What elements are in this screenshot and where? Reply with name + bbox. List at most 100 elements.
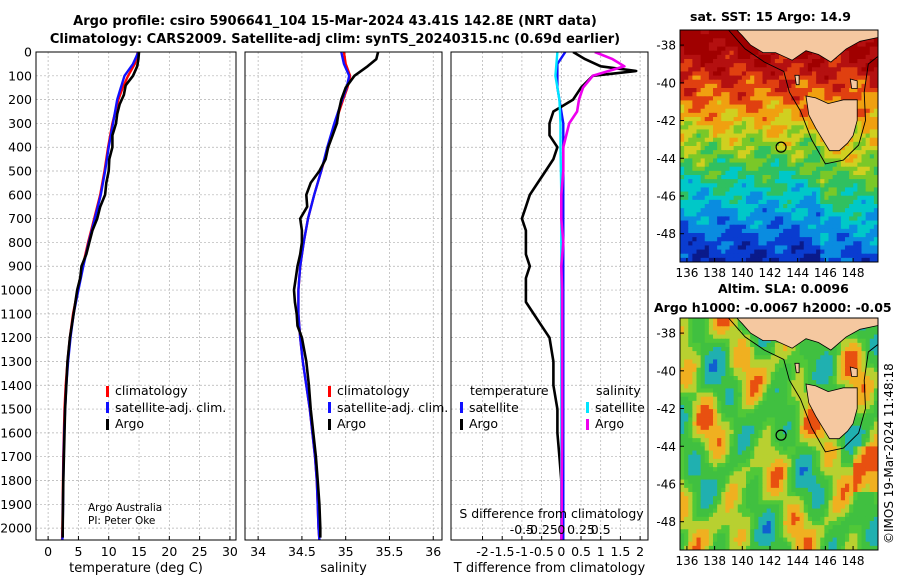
map-cell <box>795 146 801 151</box>
map-cell <box>849 475 854 481</box>
map-cell <box>791 179 797 184</box>
map-cell <box>849 195 854 201</box>
map-cell <box>680 241 685 247</box>
map-cell <box>725 179 731 184</box>
map-cell <box>721 162 726 168</box>
map-cell <box>692 141 698 147</box>
map-cell <box>861 220 867 226</box>
map-cell <box>795 154 801 160</box>
map-cell <box>812 249 817 255</box>
map-cell <box>770 183 776 189</box>
map-cell <box>754 166 759 172</box>
map-cell <box>688 355 693 361</box>
map-cell <box>849 158 854 164</box>
map-cell <box>729 199 735 205</box>
map-cell <box>869 154 875 160</box>
map-cell <box>770 245 776 251</box>
map-cell <box>820 191 825 197</box>
map-cell <box>787 454 792 460</box>
map-cell <box>820 154 825 160</box>
map-cell <box>754 195 759 201</box>
map-cell <box>770 71 776 77</box>
map-cell <box>820 367 825 373</box>
map-cell <box>746 67 751 73</box>
map-cell <box>869 417 875 423</box>
map-cell <box>869 212 875 218</box>
map-cell <box>799 363 805 369</box>
map-cell <box>733 220 739 226</box>
map-cell <box>708 133 714 139</box>
map-cell <box>828 454 834 460</box>
map-cell <box>754 359 759 365</box>
map-cell <box>717 351 722 356</box>
map-cell <box>746 54 751 60</box>
map-cell <box>783 162 788 168</box>
map-cell <box>869 191 875 197</box>
map-cell <box>807 483 813 489</box>
map-cell <box>713 429 718 435</box>
map-cell <box>840 376 846 381</box>
map-cell <box>873 429 878 435</box>
map-cell <box>704 405 710 410</box>
map-cell <box>729 212 735 218</box>
map-cell <box>840 446 846 452</box>
map-cell <box>688 487 693 493</box>
map-cell <box>713 405 718 410</box>
map-cell <box>795 125 801 131</box>
map-cell <box>787 112 792 118</box>
map-cell <box>680 54 685 60</box>
map-cell <box>803 191 809 197</box>
map-cell <box>733 146 739 151</box>
map-cell <box>783 216 788 222</box>
map-cell <box>787 183 792 189</box>
map-cell <box>688 71 693 77</box>
map-cell <box>700 42 706 48</box>
map-cell <box>725 438 731 443</box>
map-cell <box>692 318 698 323</box>
map-cell <box>680 220 685 226</box>
map-cell <box>750 233 755 238</box>
map-cell <box>840 371 846 377</box>
map-cell <box>725 38 731 44</box>
map-cell <box>733 129 739 135</box>
map-cell <box>783 137 788 143</box>
map-cell <box>741 334 747 340</box>
map-cell <box>779 67 784 73</box>
map-cell <box>812 367 817 373</box>
map-cell <box>853 170 858 176</box>
map-cell <box>824 191 830 197</box>
map-cell <box>787 241 792 247</box>
map-cell <box>857 175 863 180</box>
map-cell <box>721 133 726 139</box>
map-cell <box>700 204 706 209</box>
map-cell <box>762 79 768 85</box>
map-cell <box>816 54 821 60</box>
map-cell <box>853 384 858 390</box>
map-cell <box>783 371 788 377</box>
map-cell <box>845 59 850 64</box>
map-cell <box>836 191 842 197</box>
map-cell <box>836 75 842 81</box>
map-cell <box>700 158 706 164</box>
map-cell <box>779 104 784 110</box>
map-cell <box>807 496 813 501</box>
map-cell <box>865 104 871 110</box>
map-cell <box>840 359 846 365</box>
map-cell <box>766 396 772 402</box>
map-cell <box>787 463 792 468</box>
map-cell <box>766 253 772 259</box>
map-cell <box>754 376 759 381</box>
map-cell <box>873 417 878 423</box>
map-cell <box>741 42 747 48</box>
map-cell <box>865 438 871 443</box>
map-cell <box>729 467 735 472</box>
map-cell <box>688 425 693 431</box>
map-cell <box>708 170 714 176</box>
map-cell <box>845 351 850 356</box>
map-cell <box>721 405 726 410</box>
map-cell <box>758 434 764 439</box>
map-cell <box>717 42 722 48</box>
map-cell <box>774 487 780 493</box>
map-cell <box>692 371 698 377</box>
map-cell <box>737 179 743 184</box>
